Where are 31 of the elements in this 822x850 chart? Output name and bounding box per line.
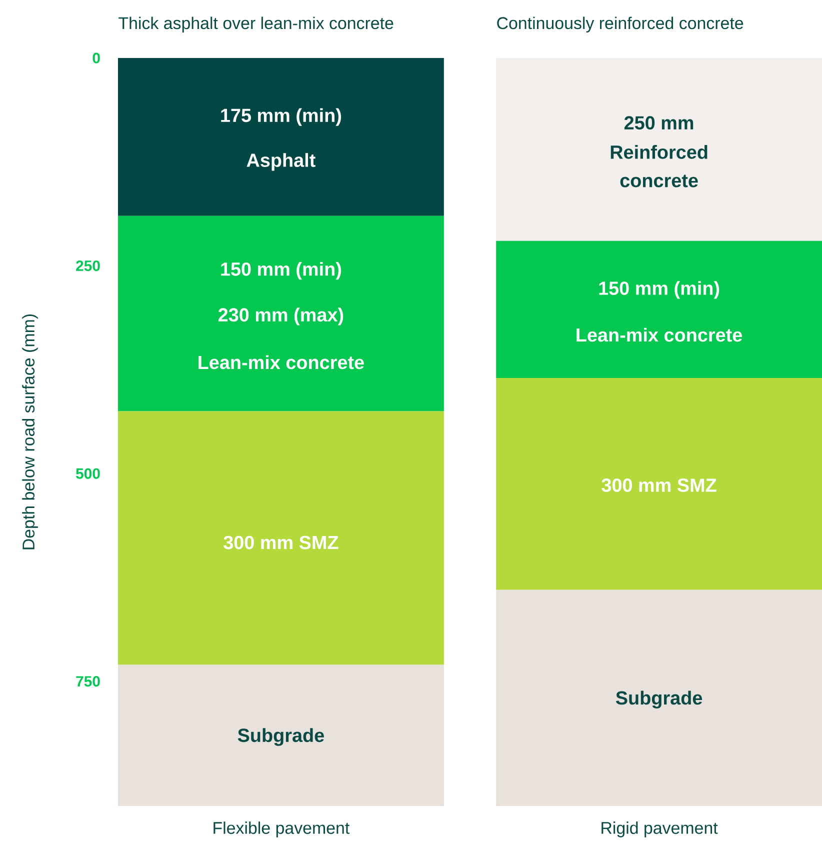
annotation: Lean-mix concrete [198, 355, 364, 370]
bar [118, 411, 444, 665]
bar [496, 58, 822, 241]
x-tick-label: Flexible pavement [214, 822, 350, 838]
annotation: 300 mm SMZ [223, 536, 338, 550]
annotation: 300 mm SMZ [602, 478, 716, 492]
annotation: Lean-mix concrete [576, 328, 742, 342]
annotation: Asphalt [246, 153, 316, 171]
y-tick-label: 0 [92, 52, 100, 64]
annotation: 150 mm (min) [599, 281, 720, 299]
annotation: 230 mm (max) [218, 308, 344, 326]
y-tick-label: 500 [76, 468, 100, 479]
bar [496, 240, 822, 378]
y-tick-label: 250 [76, 260, 100, 272]
bar [496, 378, 822, 590]
x-tick-label: Rigid pavement [602, 822, 718, 838]
annotation: Subgrade [238, 728, 324, 746]
annotation: concrete [620, 174, 698, 188]
bar [118, 664, 444, 806]
y-axis-title: Depth below road surface (mm) [22, 314, 38, 550]
annotation: 250 mm [624, 116, 694, 130]
annotation: Subgrade [616, 690, 702, 708]
bar [496, 590, 822, 806]
annotation: 175 mm (min) [221, 108, 341, 126]
y-tick-label: 750 [76, 676, 100, 687]
text: Thick asphalt over lean-mix concrete [118, 16, 394, 32]
annotation: Reinforced [610, 144, 708, 159]
bar [118, 216, 444, 412]
text: Continuously reinforced concrete [497, 16, 744, 32]
bar [118, 58, 444, 216]
annotation: 150 mm (min) [221, 262, 341, 280]
